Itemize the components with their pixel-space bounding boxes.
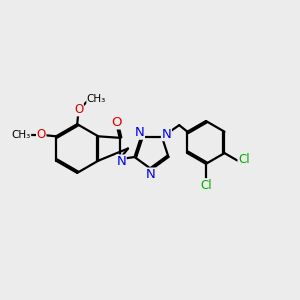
Text: N: N [162,128,171,141]
Text: Cl: Cl [200,179,212,192]
Text: CH₃: CH₃ [87,94,106,104]
Text: O: O [37,128,46,141]
Text: N: N [146,168,156,181]
Text: CH₃: CH₃ [11,130,31,140]
Text: N: N [135,126,144,139]
Text: O: O [111,116,122,129]
Text: O: O [74,103,83,116]
Text: Cl: Cl [238,153,250,166]
Text: N: N [116,155,126,168]
